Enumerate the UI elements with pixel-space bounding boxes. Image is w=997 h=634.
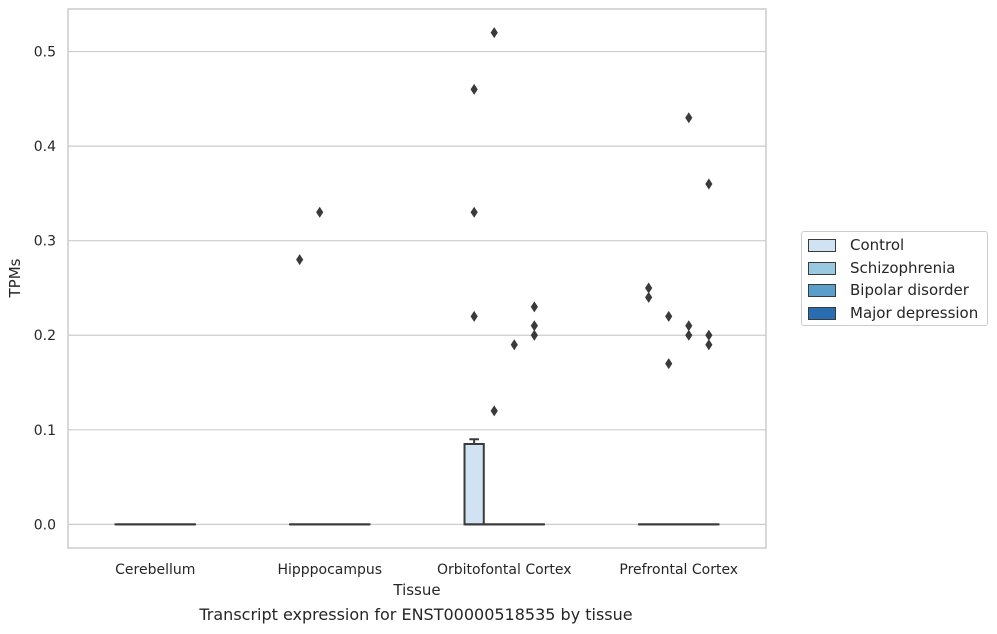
outlier-point-control-prefrontal-cortex-0 [645,282,653,294]
box-control-orbitofontal-cortex [463,442,485,526]
legend-label-control: Control [850,236,905,254]
outlier-point-schizophrenia-orbitofontal-cortex-1 [490,405,498,417]
x-tick-label-hipppocampus: Hipppocampus [277,562,382,578]
outlier-point-bipolar-disorder-prefrontal-cortex-2 [685,329,693,341]
outlier-point-schizophrenia-prefrontal-cortex-0 [665,310,673,322]
outlier-point-control-hipppocampus-0 [296,254,304,266]
outlier-point-control-orbitofontal-cortex-1 [470,206,478,218]
boxes [114,438,720,526]
legend-label-schizophrenia: Schizophrenia [850,259,956,277]
outlier-point-schizophrenia-prefrontal-cortex-1 [665,358,673,370]
legend-item-major-depression: Major depression [808,303,978,323]
outlier-point-schizophrenia-orbitofontal-cortex-0 [490,27,498,39]
legend-label-major-depression: Major depression [850,304,979,322]
y-tick-label: 0.1 [34,423,56,439]
outlier-point-major-depression-prefrontal-cortex-1 [705,329,713,341]
y-tick-labels: 0.0 0.1 0.2 0.3 0.4 0.5 [34,45,56,534]
outlier-point-control-orbitofontal-cortex-0 [470,83,478,95]
grid-lines [68,50,766,525]
legend-label-bipolar-disorder: Bipolar disorder [850,281,969,299]
x-tick-label-prefrontal-cortex: Prefrontal Cortex [619,562,738,578]
y-tick-label: 0.4 [34,139,56,155]
legend-item-control: Control [808,235,904,255]
outlier-point-major-depression-orbitofontal-cortex-0 [530,301,538,313]
x-tick-label-cerebellum: Cerebellum [115,562,195,578]
legend-swatch-control [808,238,836,252]
outlier-points [296,27,713,417]
outlier-point-major-depression-prefrontal-cortex-0 [705,178,713,190]
y-tick-label: 0.3 [34,234,56,250]
x-tick-label-orbitofontal-cortex: Orbitofontal Cortex [437,562,572,578]
outlier-point-major-depression-orbitofontal-cortex-2 [530,329,538,341]
outlier-point-major-depression-orbitofontal-cortex-1 [530,320,538,332]
plot-area-frame [67,8,767,549]
legend-swatch-major-depression [808,306,836,320]
legend-item-bipolar-disorder: Bipolar disorder [808,280,969,300]
y-tick-label: 0.5 [34,45,56,61]
chart-title: Transcript expression for ENST0000051853… [199,605,633,624]
outlier-point-control-prefrontal-cortex-1 [645,291,653,303]
outlier-point-major-depression-prefrontal-cortex-2 [705,339,713,351]
y-tick-label: 0.2 [34,328,56,344]
legend-swatch-bipolar-disorder [808,283,836,297]
outlier-point-bipolar-disorder-orbitofontal-cortex-0 [510,339,518,351]
legend: Control Schizophrenia Bipolar disorder M… [801,231,988,326]
outlier-point-control-orbitofontal-cortex-2 [470,310,478,322]
outlier-point-bipolar-disorder-prefrontal-cortex-1 [685,320,693,332]
y-axis-title: TPMs [6,258,24,298]
x-tick-labels: Cerebellum Hipppocampus Orbitofontal Corte… [115,562,738,578]
x-axis-title: Tissue [392,581,440,599]
legend-item-schizophrenia: Schizophrenia [808,258,955,278]
outlier-point-schizophrenia-hipppocampus-0 [316,206,324,218]
legend-swatch-schizophrenia [808,261,836,275]
outlier-point-bipolar-disorder-prefrontal-cortex-0 [685,112,693,124]
y-tick-label: 0.0 [34,517,56,533]
